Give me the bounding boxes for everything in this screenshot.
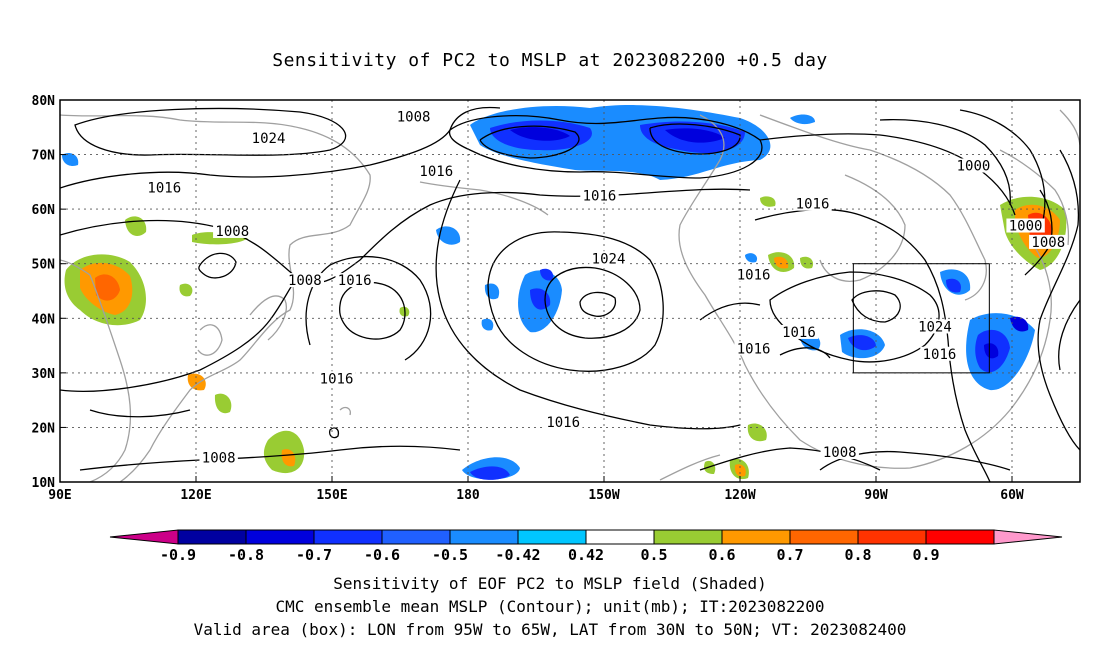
colorbar-segment	[789, 529, 859, 545]
colorbar-segment	[517, 529, 587, 545]
colorbar-segment	[381, 529, 451, 545]
contour-label: 1016	[737, 341, 771, 357]
lon-label: 90W	[864, 488, 888, 503]
contour-label: 1024	[918, 319, 952, 335]
contour-label: 1016	[320, 371, 354, 387]
contour-label: 1016	[546, 415, 580, 431]
lon-label: 90E	[48, 488, 71, 503]
contour-label: 1024	[592, 251, 626, 267]
colorbar-label: 0.5	[640, 546, 667, 564]
contour-label: 1016	[419, 164, 453, 180]
contour-label: 1016	[782, 325, 816, 341]
coastlines	[60, 109, 1080, 482]
colorbar-segment	[925, 529, 995, 545]
colorbar-segment	[245, 529, 315, 545]
lat-label: 40N	[32, 312, 56, 327]
colorbar-label: 0.9	[912, 546, 939, 564]
colorbar-label: -0.7	[296, 546, 332, 564]
sensitivity-shading	[62, 105, 1067, 480]
lat-label: 50N	[32, 258, 56, 273]
contour-label: 1008	[202, 450, 236, 466]
contour-label: 1008	[215, 224, 249, 240]
colorbar-label: 0.7	[776, 546, 803, 564]
colorbar-left-arrow	[109, 529, 179, 545]
contour-label: 1008	[823, 445, 857, 461]
contour-label: 1016	[737, 268, 771, 284]
lat-label: 20N	[32, 421, 56, 436]
contour-label: 1016	[147, 180, 181, 196]
colorbar: -0.9 -0.8 -0.7 -0.6 -0.5 -0.42 0.42 0.5 0.6 0.7 0.…	[109, 529, 1063, 564]
latitude-labels: 80N 70N 60N 50N 40N 30N 20N 10N	[32, 94, 66, 491]
colorbar-segment	[177, 529, 247, 545]
plot-frame	[59, 99, 1081, 483]
caption-valid-area: Valid area (box): LON from 95W to 65W, L…	[193, 620, 907, 639]
lat-label: 60N	[32, 203, 56, 218]
colorbar-right-arrow	[993, 529, 1063, 545]
contour-label: 1016	[923, 347, 957, 363]
colorbar-label: 0.6	[708, 546, 735, 564]
colorbar-segment	[721, 529, 791, 545]
caption-contour: CMC ensemble mean MSLP (Contour); unit(m…	[275, 597, 825, 616]
contour-labels: 1008102410161016101610161000100010081008…	[145, 109, 1068, 466]
lon-label: 120E	[180, 488, 211, 503]
lon-label: 60W	[1000, 488, 1024, 503]
contour-label: 1008	[288, 273, 322, 289]
contour-label: 1016	[338, 273, 372, 289]
colorbar-label: -0.6	[364, 546, 400, 564]
lat-label: 30N	[32, 367, 56, 382]
lon-label: 150E	[316, 488, 347, 503]
colorbar-segment	[313, 529, 383, 545]
colorbar-segment	[449, 529, 519, 545]
colorbar-label: 0.42	[568, 546, 604, 564]
contour-label: 1000	[1009, 219, 1043, 235]
lon-label: 150W	[588, 488, 619, 503]
contour-label: 1016	[583, 189, 617, 205]
contour-label: 1024	[252, 131, 286, 147]
colorbar-segment	[585, 529, 655, 545]
colorbar-label: -0.5	[432, 546, 468, 564]
valid-area-box	[852, 263, 990, 374]
colorbar-segment	[857, 529, 927, 545]
longitude-labels: 90E 120E 150E 180 150W 120W 90W 60W	[48, 476, 1024, 503]
shade-arctic-core	[510, 127, 570, 141]
lat-label: 70N	[32, 149, 56, 164]
lat-label: 10N	[32, 476, 56, 491]
colorbar-label: -0.8	[228, 546, 264, 564]
contour-label: 1008	[1031, 235, 1065, 251]
colorbar-segment	[653, 529, 723, 545]
contour-label: 1000	[957, 158, 991, 174]
lon-label: 120W	[724, 488, 755, 503]
lat-label: 80N	[32, 94, 56, 109]
map-title: Sensitivity of PC2 to MSLP at 2023082200…	[272, 50, 828, 71]
colorbar-label: -0.42	[495, 546, 540, 564]
shade-arctic-core2	[665, 128, 725, 143]
contour-label: 1016	[796, 197, 830, 213]
colorbar-label: 0.8	[844, 546, 871, 564]
contour-label: 1008	[397, 109, 431, 125]
colorbar-label: -0.9	[160, 546, 196, 564]
lon-label: 180	[456, 488, 480, 503]
caption-shaded: Sensitivity of EOF PC2 to MSLP field (Sh…	[333, 574, 767, 593]
